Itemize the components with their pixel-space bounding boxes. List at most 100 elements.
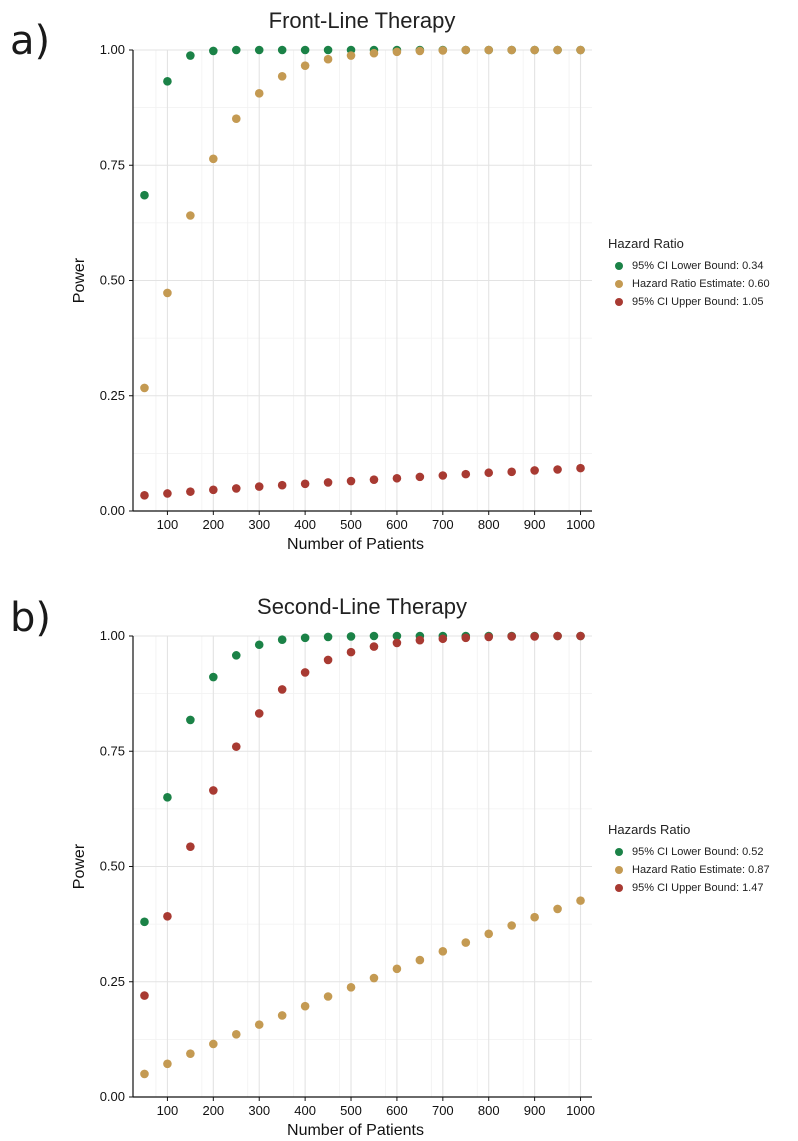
legend-item: 95% CI Lower Bound: 0.52 bbox=[608, 843, 770, 861]
data-point bbox=[438, 471, 448, 480]
data-point bbox=[461, 938, 471, 947]
x-tick-label: 800 bbox=[478, 517, 500, 532]
data-point bbox=[300, 668, 310, 677]
data-point bbox=[209, 786, 218, 795]
y-tick-label: 0.50 bbox=[100, 859, 125, 874]
data-point bbox=[163, 911, 172, 921]
data-point bbox=[209, 154, 218, 164]
data-point bbox=[346, 982, 356, 992]
data-point bbox=[461, 45, 471, 55]
data-point bbox=[209, 672, 218, 682]
data-point bbox=[369, 973, 379, 983]
data-point bbox=[507, 467, 516, 477]
y-tick-label: 1.00 bbox=[100, 628, 125, 643]
data-point bbox=[231, 45, 241, 55]
data-point bbox=[209, 1039, 218, 1049]
plot-area: 100 200 300 400 500 600 700 800 900 1000 0.00 0.25 0… bbox=[71, 628, 595, 1139]
data-point bbox=[140, 1069, 149, 1079]
data-point bbox=[186, 715, 195, 725]
x-axis-label: Number of Patients bbox=[287, 1122, 424, 1139]
data-point bbox=[254, 640, 264, 650]
data-point bbox=[231, 114, 241, 123]
x-tick-label: 500 bbox=[340, 517, 362, 532]
legend-label: 95% CI Upper Bound: 1.05 bbox=[632, 296, 764, 308]
data-point bbox=[140, 190, 149, 200]
data-point bbox=[163, 1059, 172, 1069]
legend-item: 95% CI Lower Bound: 0.34 bbox=[608, 257, 770, 275]
y-tick-label: 0.75 bbox=[100, 157, 125, 172]
data-point bbox=[392, 964, 402, 974]
data-point bbox=[323, 655, 333, 665]
data-point bbox=[484, 929, 494, 939]
legend-marker bbox=[615, 280, 623, 288]
data-point bbox=[186, 51, 195, 60]
data-point bbox=[163, 77, 172, 86]
data-point bbox=[277, 45, 287, 55]
data-point bbox=[392, 631, 402, 641]
x-tick-label: 900 bbox=[524, 1103, 546, 1118]
x-tick-label: 600 bbox=[386, 517, 408, 532]
data-point bbox=[576, 45, 585, 55]
data-point bbox=[140, 383, 149, 393]
y-tick-label: 1.00 bbox=[100, 42, 125, 57]
data-point bbox=[507, 632, 516, 641]
data-point bbox=[300, 479, 310, 489]
legend-title: Hazards Ratio bbox=[608, 822, 691, 837]
y-tick-label: 0.00 bbox=[100, 1089, 125, 1104]
legend-title: Hazard Ratio bbox=[608, 236, 684, 251]
data-point bbox=[346, 51, 356, 60]
data-point bbox=[163, 489, 172, 498]
data-point bbox=[186, 211, 195, 220]
legend: Hazard Ratio 95% CI Lower Bound: 0.34 Ha… bbox=[608, 236, 770, 311]
data-point bbox=[140, 991, 149, 1000]
data-point bbox=[346, 632, 356, 641]
legend-label: Hazard Ratio Estimate: 0.60 bbox=[632, 278, 770, 290]
data-point bbox=[346, 647, 356, 657]
data-point bbox=[323, 478, 333, 487]
data-point bbox=[209, 485, 218, 495]
data-point bbox=[484, 468, 494, 478]
y-tick-label: 0.50 bbox=[100, 273, 125, 288]
data-point bbox=[415, 472, 425, 482]
data-point bbox=[507, 921, 516, 930]
data-point bbox=[369, 642, 379, 651]
data-point bbox=[530, 466, 539, 475]
legend-marker bbox=[615, 298, 623, 306]
legend-marker bbox=[615, 262, 623, 270]
x-tick-label: 300 bbox=[248, 517, 270, 532]
data-point bbox=[231, 742, 241, 751]
x-tick-label: 700 bbox=[432, 517, 454, 532]
y-tick-label: 0.25 bbox=[100, 388, 125, 403]
data-point bbox=[553, 904, 562, 914]
x-tick-label: 200 bbox=[202, 517, 224, 532]
chart-panel-a: a) Front-Line Therapy 100 200 300 400 500 600… bbox=[0, 0, 798, 570]
data-point bbox=[277, 1011, 287, 1020]
data-point bbox=[186, 487, 195, 496]
data-point bbox=[484, 45, 494, 55]
legend-label: 95% CI Lower Bound: 0.52 bbox=[632, 846, 764, 858]
data-point bbox=[530, 912, 539, 922]
data-point bbox=[392, 47, 402, 57]
legend-label: 95% CI Upper Bound: 1.47 bbox=[632, 882, 764, 894]
legend-marker bbox=[615, 866, 623, 874]
legend: Hazards Ratio 95% CI Lower Bound: 0.52 H… bbox=[608, 822, 770, 897]
legend-item: 95% CI Upper Bound: 1.05 bbox=[608, 293, 770, 311]
data-point bbox=[231, 651, 241, 660]
data-point bbox=[163, 288, 172, 298]
data-point bbox=[369, 475, 379, 484]
x-tick-label: 900 bbox=[524, 517, 546, 532]
data-point bbox=[438, 634, 448, 644]
chart-panel-b: b) Second-Line Therapy 100 200 300 400 500 60… bbox=[0, 585, 798, 1141]
x-axis-label: Number of Patients bbox=[287, 536, 424, 553]
x-tick-label: 500 bbox=[340, 1103, 362, 1118]
y-axis-label: Power bbox=[71, 843, 88, 889]
legend-label: 95% CI Lower Bound: 0.34 bbox=[632, 260, 764, 272]
data-point bbox=[254, 482, 264, 491]
data-point bbox=[277, 635, 287, 644]
x-tick-label: 300 bbox=[248, 1103, 270, 1118]
data-point bbox=[300, 61, 310, 70]
plot-area: 100 200 300 400 500 600 700 800 900 1000 0.00 0.25 0… bbox=[71, 42, 595, 553]
legend-marker bbox=[615, 848, 623, 856]
data-point bbox=[323, 54, 333, 64]
data-point bbox=[254, 45, 264, 55]
